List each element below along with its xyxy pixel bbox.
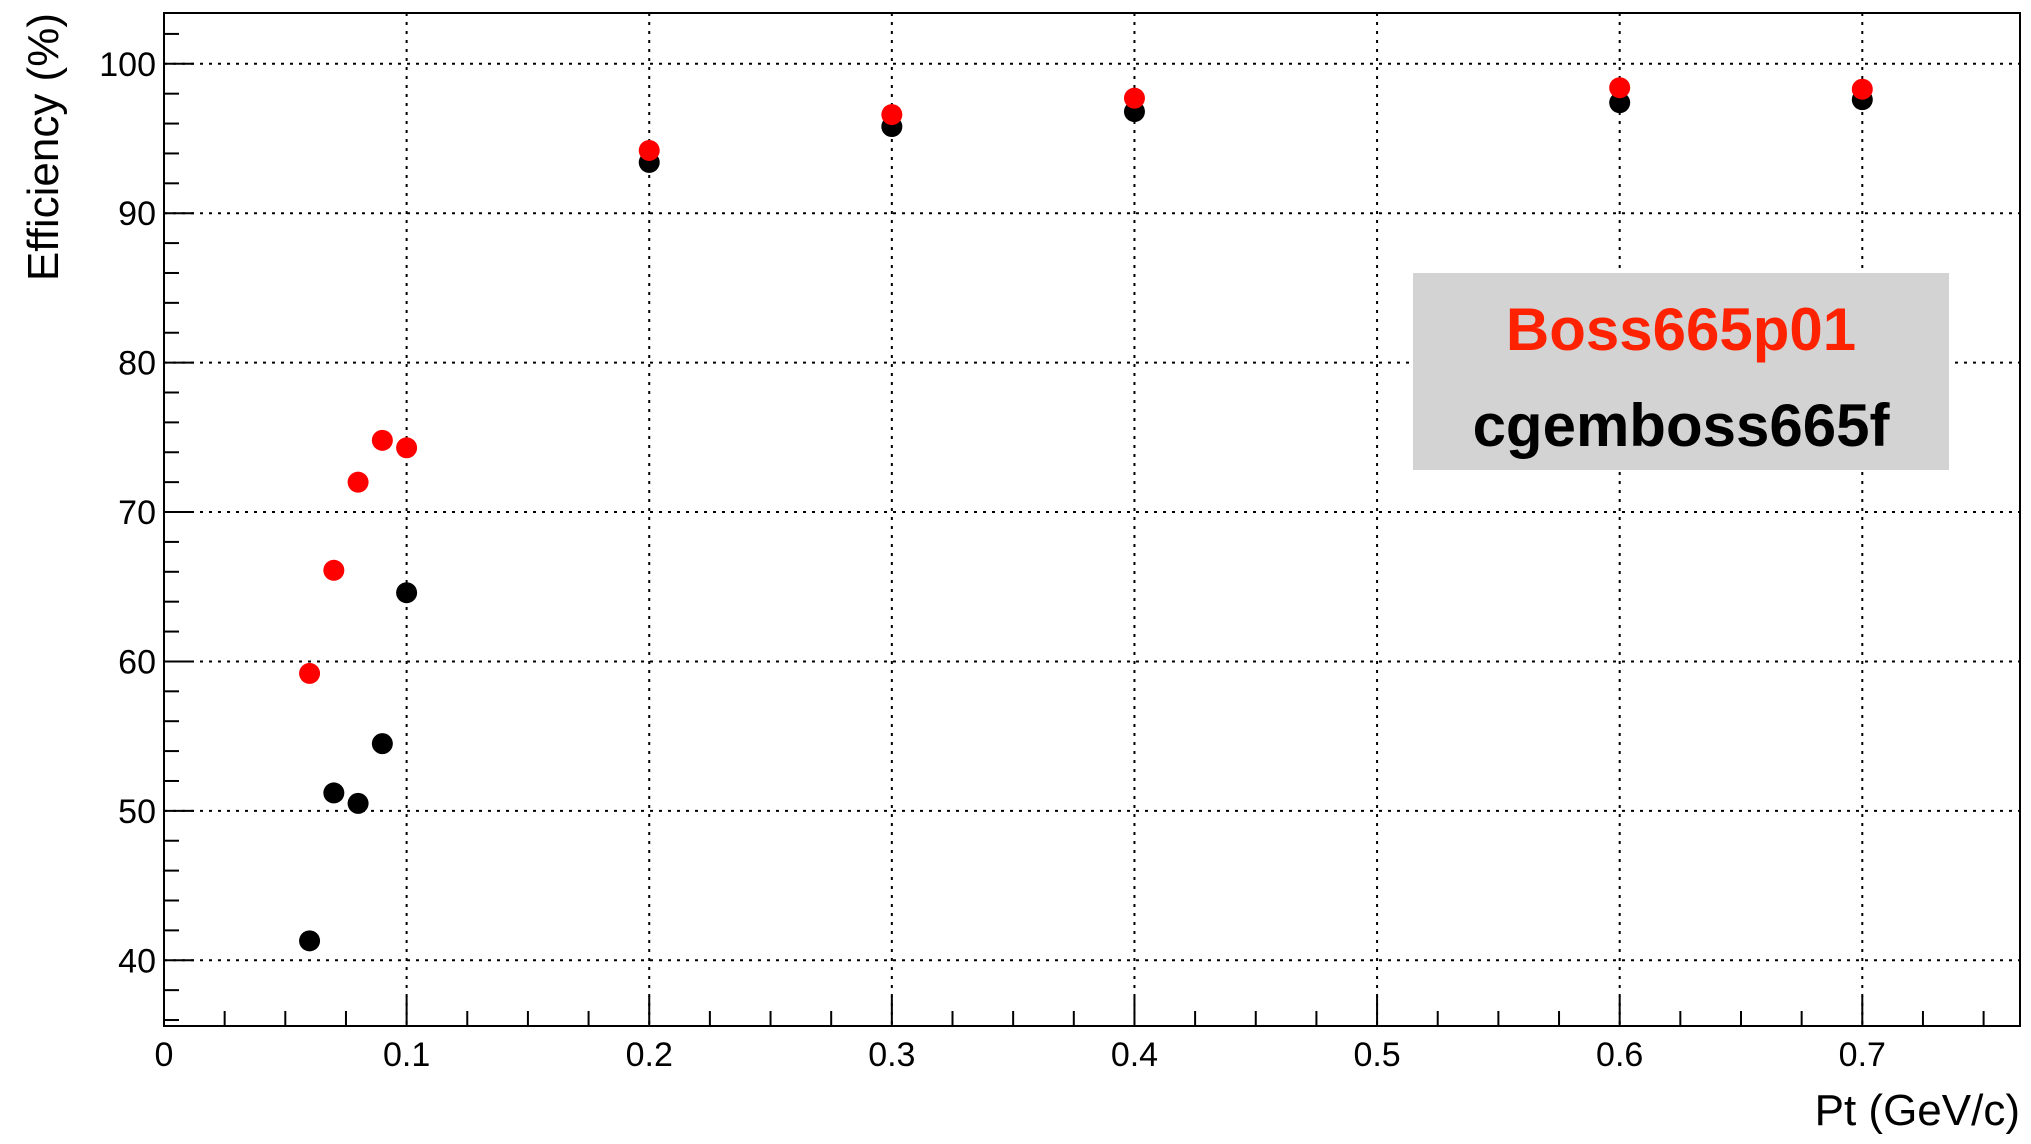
legend-entry-red: Boss665p01 [1506, 296, 1856, 363]
data-point [1609, 92, 1631, 114]
plot-frame [163, 12, 2021, 1027]
x-axis: 0 0.1 0.2 0.3 0.4 0.5 0.6 0.7 [155, 996, 1985, 1074]
legend: Boss665p01 cgemboss665f [1413, 273, 1949, 470]
y-axis: 40 50 60 70 80 90 100 [99, 32, 194, 1022]
data-point [323, 782, 345, 804]
data-point [299, 930, 321, 952]
grid [164, 13, 2020, 1026]
data-point [396, 437, 418, 459]
data-point [638, 139, 660, 161]
x-tick-label: 0 [155, 1036, 174, 1074]
legend-box [1413, 273, 1949, 470]
y-tick-label: 100 [99, 46, 156, 84]
data-point [396, 582, 418, 604]
data-point [1123, 87, 1145, 109]
y-tick-label: 60 [118, 643, 156, 681]
x-tick-label: 0.6 [1596, 1036, 1643, 1074]
x-tick-label: 0.7 [1839, 1036, 1886, 1074]
legend-entry-black: cgemboss665f [1473, 392, 1891, 459]
data-point [371, 429, 393, 451]
data-point [1851, 78, 1873, 100]
y-tick-label: 80 [118, 345, 156, 383]
y-axis-title: Efficiency (%) [19, 13, 68, 281]
data-point [881, 104, 903, 126]
x-axis-title: Pt (GeV/c) [1815, 1086, 2020, 1135]
data-point [347, 792, 369, 814]
x-tick-label: 0.5 [1353, 1036, 1400, 1074]
x-tick-label: 0.3 [868, 1036, 915, 1074]
y-tick-label: 90 [118, 195, 156, 233]
data-markers [299, 77, 1873, 952]
x-tick-label: 0.2 [626, 1036, 673, 1074]
y-tick-label: 40 [118, 942, 156, 980]
x-tick-label: 0.1 [383, 1036, 430, 1074]
y-tick-label: 70 [118, 494, 156, 532]
y-tick-label: 50 [118, 793, 156, 831]
data-point [371, 733, 393, 755]
data-point [347, 471, 369, 493]
data-point [323, 559, 345, 581]
data-point [1609, 77, 1631, 99]
data-point [299, 662, 321, 684]
x-tick-label: 0.4 [1111, 1036, 1158, 1074]
